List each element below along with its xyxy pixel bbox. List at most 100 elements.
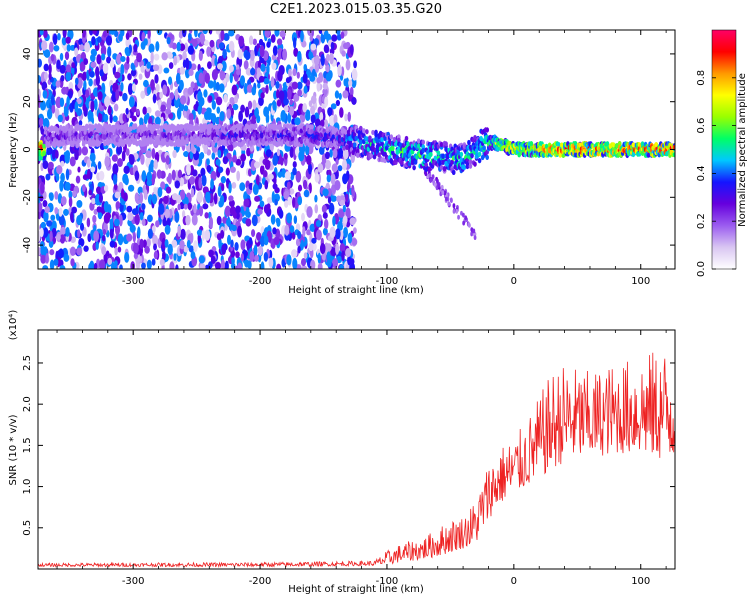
spectrogram-cell [451,169,456,175]
spectrogram-cell [301,258,306,266]
spectrogram-cell [445,196,448,202]
spectrogram-cell [101,53,106,61]
spectrogram-cell [297,231,302,239]
spectrogram-cell [280,109,287,122]
spectrogram-cell [334,90,340,99]
spectrogram-cell [188,32,192,41]
spectrogram-cell [337,148,344,159]
spectrogram-cell [462,220,466,226]
spectrogram-cell [125,107,129,115]
spectrogram-cell [96,206,102,213]
spectrogram-cell [317,262,323,269]
spectrogram-cell [53,45,60,52]
spectrogram-cell [188,112,194,122]
spectrogram-cell [112,173,118,186]
spectrogram-cell [343,226,349,239]
spectrogram-cell [247,260,252,269]
spectrogram-cell [323,30,329,40]
spectrogram-cell [307,162,313,175]
spectrogram-cell [85,89,90,98]
spectrogram-cell [59,234,66,244]
spectrogram-cell [199,33,206,44]
spectrogram-cell [473,235,477,241]
spectrogram-cell [216,215,222,226]
spectrogram-cell [193,240,198,253]
spectrogram-cell [132,83,137,92]
spectrogram-cell [60,226,67,235]
y-tick-label: 20 [22,95,33,108]
spectrogram-cell [308,100,313,107]
spectrogram-cell [183,245,189,253]
spectrogram-cell [130,69,137,77]
spectrogram-cell [102,62,109,74]
spectrogram-cell [339,199,345,206]
spectrogram-cell [100,45,107,57]
spectrogram-cell [141,203,146,211]
spectrogram-cell [59,52,64,61]
spectrogram-cell [238,35,245,47]
spectrogram-cell [330,41,335,50]
spectrogram-cell [52,142,57,149]
spectrogram-cell [74,47,79,57]
spectrogram-cell [56,233,61,241]
spectrogram-ylabel: Frequency (Hz) [8,112,19,188]
spectrogram-cell [322,88,328,96]
spectrogram-cell [146,171,153,182]
spectrogram-cell [162,250,166,261]
spectrogram-cell [303,85,308,94]
spectrogram-cell [162,84,168,96]
spectrogram-cell [127,73,132,81]
spectrogram-cell [236,69,241,76]
spectrogram-cell [228,40,235,52]
spectrogram-cell [310,105,316,115]
spectrogram-cell [86,217,91,228]
spectrogram-cell [258,75,265,83]
spectrogram-cell [324,159,331,170]
spectrogram-cell [311,237,317,244]
spectrogram-cell [217,185,222,197]
spectrogram-cell [82,30,87,38]
spectrogram-cell [71,206,78,214]
spectrogram-cell [59,97,65,108]
spectrogram-cell [334,179,341,191]
spectrogram-cell [152,64,160,72]
spectrogram-cell [215,81,220,92]
spectrogram-cell [147,228,153,239]
spectrogram-cell [104,95,111,108]
spectrogram-cell [329,149,333,158]
spectrogram-cell [244,51,251,61]
spectrogram-cell [171,239,178,248]
spectrogram-cell [263,50,269,62]
spectrogram-cell [70,258,75,267]
spectrogram-cell [126,233,133,242]
spectrogram-cell [246,239,250,251]
spectrogram-cell [189,30,193,34]
spectrogram-cell [317,163,324,173]
spectrogram-cell [78,237,85,247]
spectrogram-cell [257,208,263,215]
spectrogram-cell [254,195,261,202]
spectrogram-cell [110,261,115,269]
spectrogram-cell [449,197,453,203]
spectrogram-cell [359,139,363,145]
spectrogram-cell [291,231,296,240]
spectrogram-cell [190,81,195,89]
spectrogram-cell [237,225,242,238]
spectrogram-cell [109,59,115,69]
spectrogram-cell [437,183,441,188]
spectrogram-cell [293,215,298,224]
spectrogram-cell [225,72,230,83]
spectrogram-cell [40,100,47,111]
spectrogram-cell [339,243,346,253]
spectrogram-cells [38,30,675,269]
spectrogram-cell [109,220,114,232]
spectrogram-cell [338,209,345,218]
spectrogram-cell [352,142,357,148]
spectrogram-cell [323,218,329,230]
spectrogram-cell [115,53,122,65]
spectrogram-cell [294,117,301,126]
spectrogram-cell [348,258,355,265]
spectrogram-cell [42,143,46,149]
spectrogram-cell [122,113,126,122]
colorbar-tick-label: 0.8 [696,70,707,86]
